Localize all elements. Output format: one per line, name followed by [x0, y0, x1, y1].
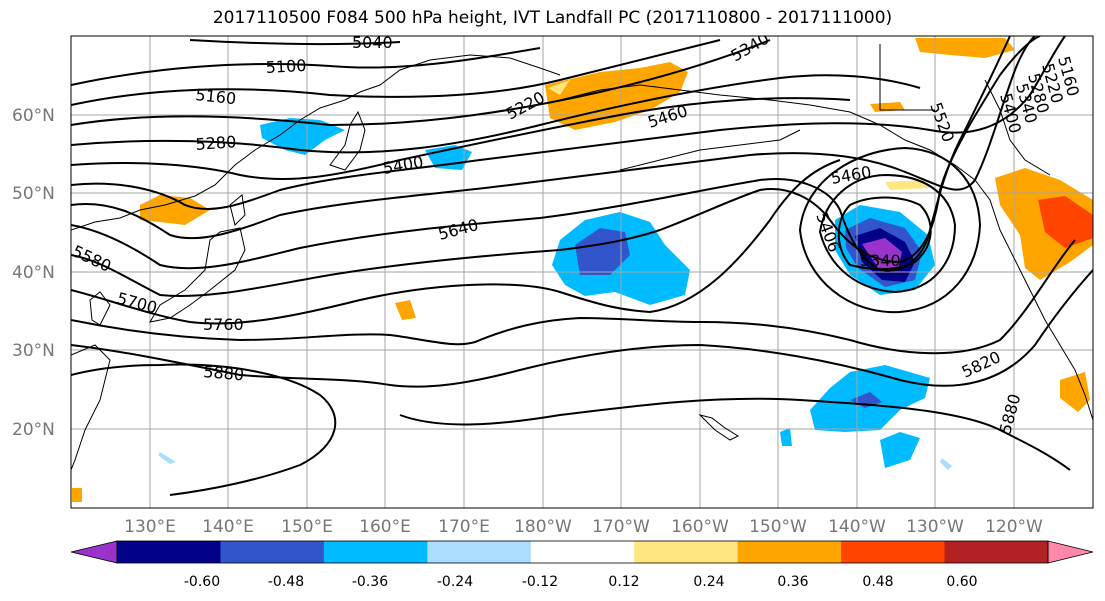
lat-label: 50°N [12, 184, 55, 204]
colorbar-segment [944, 541, 1049, 563]
lat-label: 20°N [12, 420, 55, 440]
lon-label: 130°W [906, 517, 964, 537]
colorbar-tick-label: 0.60 [946, 574, 977, 590]
lon-label: 150°E [281, 517, 333, 537]
lon-label: 150°W [749, 517, 807, 537]
map-title: 2017110500 F084 500 hPa height, IVT Land… [212, 8, 893, 28]
colorbar-extend-high [1047, 540, 1094, 564]
colorbar-extend-low [70, 540, 118, 564]
lon-label: 180°W [514, 517, 572, 537]
colorbar-segment [841, 541, 946, 563]
colorbar-tick-label: -0.48 [268, 574, 304, 590]
colorbar-tick-label: -0.12 [522, 574, 558, 590]
colorbar-tick-label: -0.60 [184, 574, 220, 590]
lon-label: 170°E [438, 517, 490, 537]
contour-label: 5160 [195, 85, 237, 108]
colorbar-segment [323, 541, 428, 563]
lat-label: 30°N [12, 341, 55, 361]
colorbar-segment [737, 541, 842, 563]
colorbar-tick-label: 0.36 [777, 574, 808, 590]
map-border [70, 35, 1094, 509]
colorbar-frame [116, 540, 1049, 564]
contour-label: 5340 [860, 251, 901, 270]
lat-label: 40°N [12, 263, 55, 283]
colorbar-tick-label: 0.48 [862, 574, 893, 590]
contour-label: 5100 [265, 56, 307, 77]
lon-label: 140°W [828, 517, 886, 537]
colorbar-segment [427, 541, 532, 563]
lon-label: 160°W [671, 517, 729, 537]
colorbar-tick-label: -0.36 [352, 574, 388, 590]
lon-label: 140°E [202, 517, 254, 537]
height-contours [71, 36, 1093, 496]
contour-label: 5040 [352, 33, 393, 52]
lon-label: 170°W [592, 517, 650, 537]
colorbar-segment [117, 541, 221, 563]
contour-label: 5280 [195, 132, 237, 154]
colorbar-tick-label: 0.24 [693, 574, 724, 590]
colorbar-segment [634, 541, 739, 563]
lon-label: 160°E [359, 517, 411, 537]
contour-label: 5760 [203, 315, 244, 334]
colorbar-segment [220, 541, 325, 563]
lat-label: 60°N [12, 106, 55, 126]
colorbar-segment [530, 541, 635, 563]
colorbar-tick-labels: -0.60 -0.48 -0.36 -0.24 -0.12 0.12 0.24 … [184, 574, 978, 590]
lon-label: 130°E [124, 517, 176, 537]
colorbar-tick-label: 0.12 [608, 574, 639, 590]
longitude-labels: 130°E 140°E 150°E 160°E 170°E 180°W 170°… [124, 517, 1043, 537]
colorbar-tick-label: -0.24 [437, 574, 473, 590]
colorbar [70, 540, 1094, 564]
lon-label: 120°W [985, 517, 1043, 537]
contour-label: 5880 [203, 362, 245, 384]
latitude-labels: 60°N 50°N 40°N 30°N 20°N [12, 106, 55, 440]
